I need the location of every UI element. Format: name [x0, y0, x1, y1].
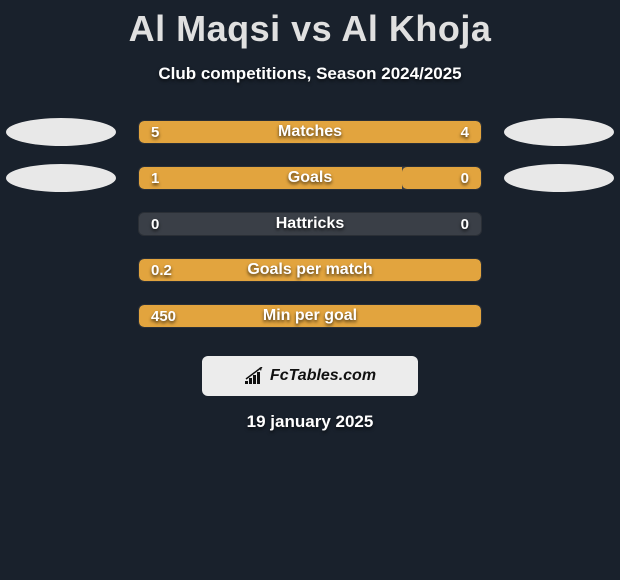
stat-label: Min per goal — [139, 305, 481, 327]
team-left-badge — [6, 164, 116, 192]
stat-label: Matches — [139, 121, 481, 143]
stat-row: 10Goals — [0, 158, 620, 204]
brand-badge[interactable]: FcTables.com — [202, 356, 418, 396]
stat-row: 450Min per goal — [0, 296, 620, 342]
fctables-logo-icon — [244, 367, 266, 385]
stat-bar: 10Goals — [138, 166, 482, 190]
stat-row: 0.2Goals per match — [0, 250, 620, 296]
stat-bar: 00Hattricks — [138, 212, 482, 236]
stat-label: Hattricks — [139, 213, 481, 235]
page-title: Al Maqsi vs Al Khoja — [0, 0, 620, 50]
stat-label: Goals — [139, 167, 481, 189]
page-subtitle: Club competitions, Season 2024/2025 — [0, 64, 620, 84]
stat-row: 00Hattricks — [0, 204, 620, 250]
stat-row: 54Matches — [0, 112, 620, 158]
team-right-badge — [504, 118, 614, 146]
stat-bar: 54Matches — [138, 120, 482, 144]
footer-date: 19 january 2025 — [0, 412, 620, 432]
comparison-rows: 54Matches 10Goals 00Hattricks 0.2Goals per … — [0, 112, 620, 342]
stat-label: Goals per match — [139, 259, 481, 281]
team-left-badge — [6, 118, 116, 146]
team-right-badge — [504, 164, 614, 192]
stat-bar: 0.2Goals per match — [138, 258, 482, 282]
brand-text: FcTables.com — [270, 367, 376, 385]
stat-bar: 450Min per goal — [138, 304, 482, 328]
